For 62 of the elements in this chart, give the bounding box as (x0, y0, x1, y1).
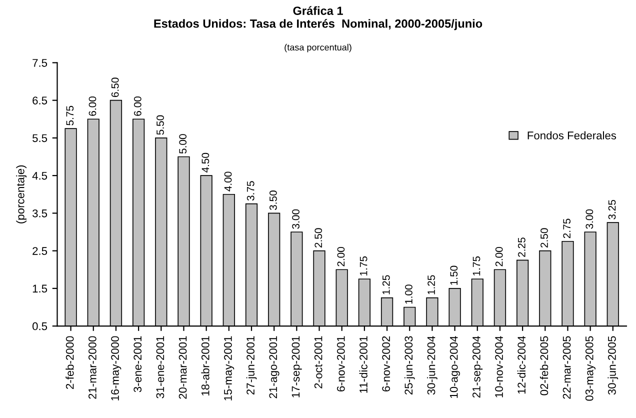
y-tick-label: 7.5 (32, 59, 48, 67)
x-tick-label: 22-mar-2005 (562, 336, 571, 399)
data-label: 6.00 (134, 96, 142, 116)
x-tick-label: 6-nov-2001 (336, 336, 345, 392)
data-label: 5.00 (179, 134, 187, 154)
x-tick-label: 31-ene-2001 (156, 336, 164, 398)
data-label: 2.25 (518, 238, 526, 257)
y-tick-label: 4.5 (32, 172, 48, 180)
chart-subtitle: (tasa porcentual) (284, 44, 352, 52)
data-label: 4.50 (202, 152, 210, 173)
data-label: 5.50 (156, 115, 164, 135)
x-tick-label: 2-feb-2000 (66, 336, 74, 389)
data-label: 3.00 (292, 209, 300, 229)
data-label: 1.00 (405, 284, 412, 304)
x-tick-label: 3-ene-2001 (134, 336, 142, 392)
x-tick-label: 18-abr-2001 (201, 336, 210, 396)
y-tick-label: 0.5 (32, 322, 48, 330)
x-tick-label: 12-dic-2004 (517, 336, 526, 394)
data-label: 2.50 (314, 228, 322, 248)
x-tick-label: 20-mar-2001 (178, 336, 187, 399)
data-label: 1.25 (382, 275, 390, 294)
data-label: 5.75 (66, 106, 74, 126)
data-label: 1.50 (450, 266, 458, 285)
y-tick-label: 5.5 (32, 134, 48, 142)
x-tick-label: 15-may-2001 (224, 336, 234, 400)
data-label: 3.50 (270, 190, 277, 210)
x-tick-label: 21-ago-2001 (269, 336, 280, 398)
y-tick-label: 1.5 (32, 284, 48, 293)
x-tick-label: 10-ago-2004 (450, 336, 460, 398)
x-tick-label: 30-jun-2005 (608, 336, 618, 395)
y-tick-label: 2.5 (32, 247, 48, 255)
x-tick-label: 30-jun-2004 (427, 336, 438, 395)
data-label: 3.25 (608, 200, 616, 220)
data-label: 4.00 (224, 172, 232, 192)
x-tick-label: 21-sep-2004 (472, 336, 483, 398)
legend-label: Fondos Federales (528, 131, 616, 140)
x-tick-label: 21-mar-2000 (88, 336, 96, 399)
x-tick-label: 25-jun-2003 (404, 336, 415, 394)
y-tick-label: 3.5 (32, 209, 48, 218)
x-tick-label: 27-jun-2001 (246, 336, 257, 394)
x-tick-label: 03-may-2005 (585, 336, 596, 401)
chart-title: Gráfica 1 Estados Unidos: Tasa de Interés Nominal, 2000-2005/junio (154, 6, 482, 30)
data-label: 2.00 (337, 246, 345, 266)
data-label: 1.75 (472, 256, 480, 276)
y-tick-label: 6.5 (32, 96, 48, 104)
x-tick-label: 11-dic-2001 (359, 336, 368, 393)
data-label: 3.75 (246, 181, 254, 201)
data-label: 1.25 (428, 275, 435, 294)
data-label: 1.75 (360, 256, 368, 276)
x-tick-label: 10-nov-2004 (495, 336, 503, 398)
x-tick-label: 17-sep-2001 (292, 336, 302, 398)
data-label: 2.75 (563, 218, 571, 238)
data-label: 2.50 (540, 228, 548, 248)
x-tick-label: 16-may-2000 (111, 336, 122, 400)
x-tick-label: 2-oct-2001 (314, 336, 322, 388)
data-label: 6.00 (88, 96, 96, 116)
data-label: 2.00 (495, 246, 503, 266)
data-label: 3.00 (586, 209, 594, 229)
y-axis-title: (porcentaje) (16, 165, 27, 224)
x-tick-label: 02-feb-2005 (540, 336, 548, 396)
x-tick-label: 6-nov-2002 (382, 336, 390, 392)
data-label: 6.50 (111, 78, 119, 98)
